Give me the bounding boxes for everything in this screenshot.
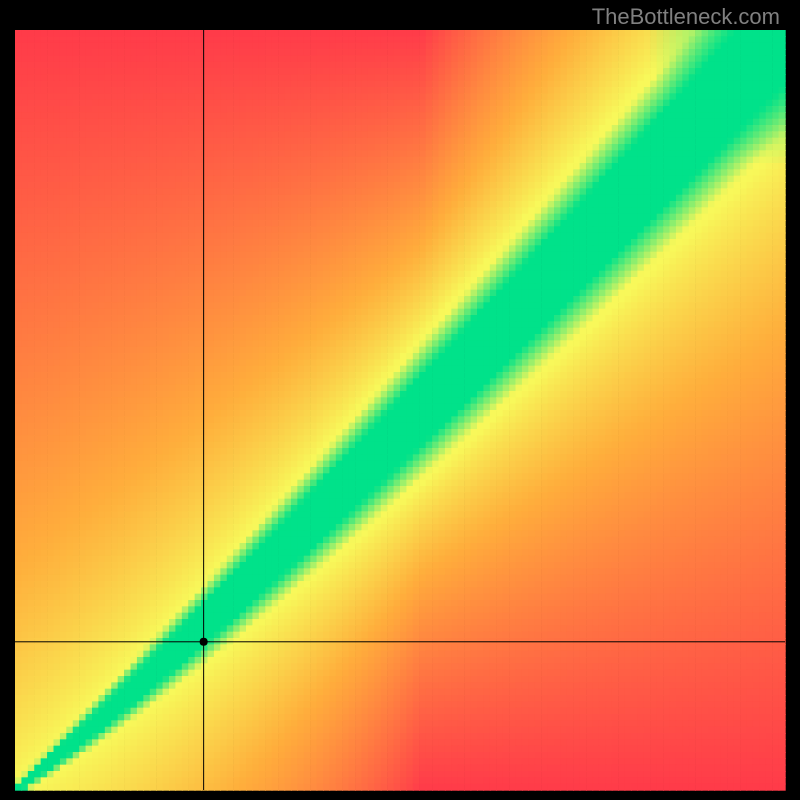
chart-container: TheBottleneck.com (0, 0, 800, 800)
bottleneck-heatmap (0, 0, 800, 800)
watermark-text: TheBottleneck.com (592, 4, 780, 30)
